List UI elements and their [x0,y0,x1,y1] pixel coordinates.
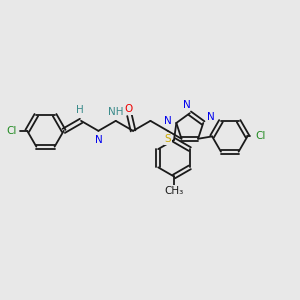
Text: CH₃: CH₃ [164,186,184,196]
Text: S: S [165,134,171,144]
Text: N: N [207,112,215,122]
Text: NH: NH [108,107,124,117]
Text: N: N [183,100,191,110]
Text: Cl: Cl [255,131,266,141]
Text: N: N [164,116,172,127]
Text: O: O [124,104,133,114]
Text: N: N [94,135,102,145]
Text: Cl: Cl [7,126,17,136]
Text: H: H [76,105,83,115]
